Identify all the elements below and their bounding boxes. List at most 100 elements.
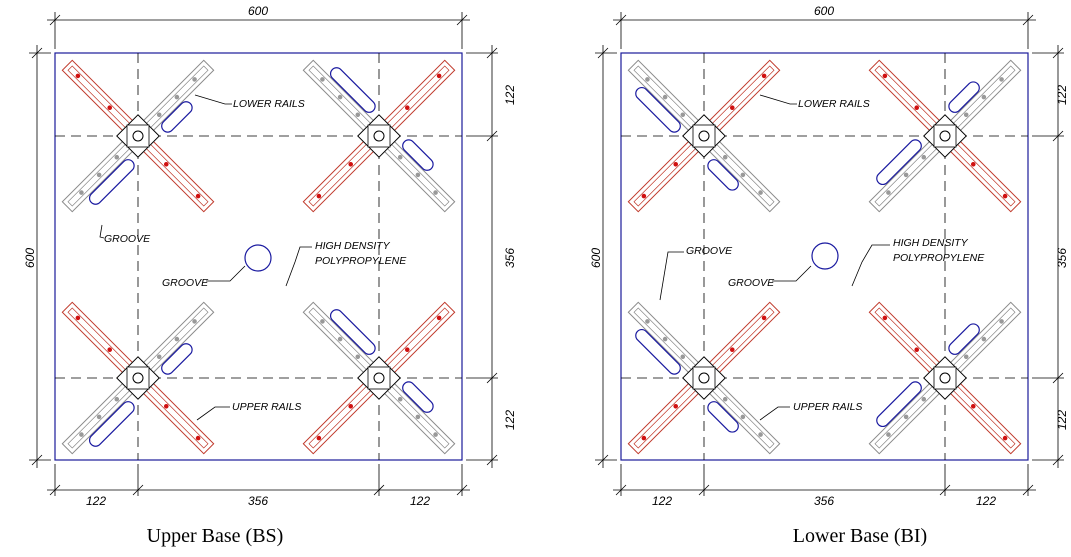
rail-bolt — [729, 347, 735, 353]
rail-bolt — [348, 161, 354, 167]
rail-bolt — [641, 435, 647, 441]
groove — [329, 309, 376, 355]
rail-bolt — [740, 414, 746, 420]
label-material: HIGH DENSITY — [315, 240, 391, 252]
node-pin — [132, 130, 144, 142]
rail-bolt — [903, 414, 909, 420]
rail-bolt — [1002, 193, 1008, 199]
label-groove: GROOVE — [686, 245, 733, 257]
rail-bolt — [348, 403, 354, 409]
rail-bolt — [316, 435, 322, 441]
node-plate — [933, 366, 957, 390]
dim-right: 356 — [503, 248, 517, 268]
groove-slots — [329, 309, 434, 413]
label-material: POLYPROPYLENE — [315, 255, 407, 267]
rail-bolt — [433, 432, 438, 437]
rail-bolt — [921, 154, 927, 160]
label-groove: GROOVE — [162, 277, 209, 289]
dim-bottom: 356 — [814, 494, 834, 508]
rail-bolt — [404, 347, 410, 353]
lower-base-panel: 600 600 122 356 122 122 356 122 LOWER RA… — [589, 4, 1069, 547]
dim-top: 600 — [814, 4, 834, 18]
node-pin — [939, 372, 951, 384]
dim-bottom: 356 — [248, 494, 268, 508]
rail-bolt — [195, 193, 201, 199]
upper-base-panel: 600 600 122 356 122 122 356 122 LOWER RA… — [23, 4, 517, 547]
rail-bolt — [397, 396, 403, 402]
groove — [635, 86, 681, 133]
groove — [88, 159, 135, 205]
dim-bottom: 122 — [652, 494, 672, 508]
label-material: POLYPROPYLENE — [893, 252, 985, 264]
node-plate — [933, 124, 957, 148]
dim-top: 600 — [248, 4, 268, 18]
groove — [329, 67, 376, 113]
node-pin — [698, 372, 710, 384]
dim-right: 122 — [1055, 85, 1069, 105]
rail-bolt — [981, 336, 987, 342]
rail-bolt — [729, 105, 735, 111]
leader-lines — [659, 94, 890, 421]
rail-bolt — [673, 161, 679, 167]
rail-bolt — [1002, 435, 1008, 441]
dim-right: 122 — [503, 85, 517, 105]
rail-bolt — [903, 172, 909, 178]
rail-bolt — [355, 112, 361, 118]
rail-bolt — [404, 105, 410, 111]
leader-lines — [99, 94, 312, 421]
node-pin — [373, 372, 385, 384]
rail-bolt — [645, 77, 650, 82]
node-plate — [367, 124, 391, 148]
rail-bolt — [320, 77, 325, 82]
rail-bolt — [174, 94, 180, 100]
groove — [161, 343, 193, 375]
rail-bolt — [156, 354, 162, 360]
base-outline — [620, 52, 1029, 461]
rail-bolt — [397, 154, 403, 160]
rail-bolt — [192, 319, 197, 324]
rail-bolt — [914, 347, 920, 353]
rail-bolt — [740, 172, 746, 178]
groove-slots — [876, 81, 980, 186]
groove-slots — [88, 101, 193, 205]
rail-bolt — [156, 112, 162, 118]
rail-bolt — [761, 315, 767, 321]
node-plate — [367, 366, 391, 390]
rail-bolt — [355, 354, 361, 360]
rail-bolt — [722, 154, 728, 160]
label-upper-rails: UPPER RAILS — [793, 401, 862, 413]
rail-bolt — [433, 190, 438, 195]
groove-slots — [635, 86, 739, 191]
node-pin — [698, 130, 710, 142]
node-pin — [132, 372, 144, 384]
groove — [707, 401, 739, 433]
rail-bolt — [680, 354, 686, 360]
node-pin — [373, 130, 385, 142]
base-geometry — [595, 12, 1064, 496]
rail-bolt — [981, 94, 987, 100]
node-plate — [692, 366, 716, 390]
groove — [948, 323, 980, 355]
dim-right: 122 — [1055, 410, 1069, 430]
rail-bolt — [970, 161, 976, 167]
dim-left: 600 — [589, 248, 603, 268]
rail-bolt — [75, 73, 81, 79]
rail-bolt — [107, 347, 113, 353]
rail-bolt — [722, 396, 728, 402]
node-plate — [126, 366, 150, 390]
groove — [635, 328, 681, 375]
groove — [948, 81, 980, 113]
groove — [88, 401, 135, 447]
base-geometry — [29, 12, 498, 496]
rail-bolt — [192, 77, 197, 82]
caption: Lower Base (BI) — [793, 525, 927, 547]
dim-bottom: 122 — [976, 494, 996, 508]
rail-bolt — [114, 154, 120, 160]
rail-bolt — [316, 193, 322, 199]
rail-bolt — [999, 77, 1004, 82]
caption: Upper Base (BS) — [147, 525, 284, 547]
rail-bolt — [163, 403, 169, 409]
rail-bolt — [963, 354, 969, 360]
rail-bolt — [415, 172, 421, 178]
